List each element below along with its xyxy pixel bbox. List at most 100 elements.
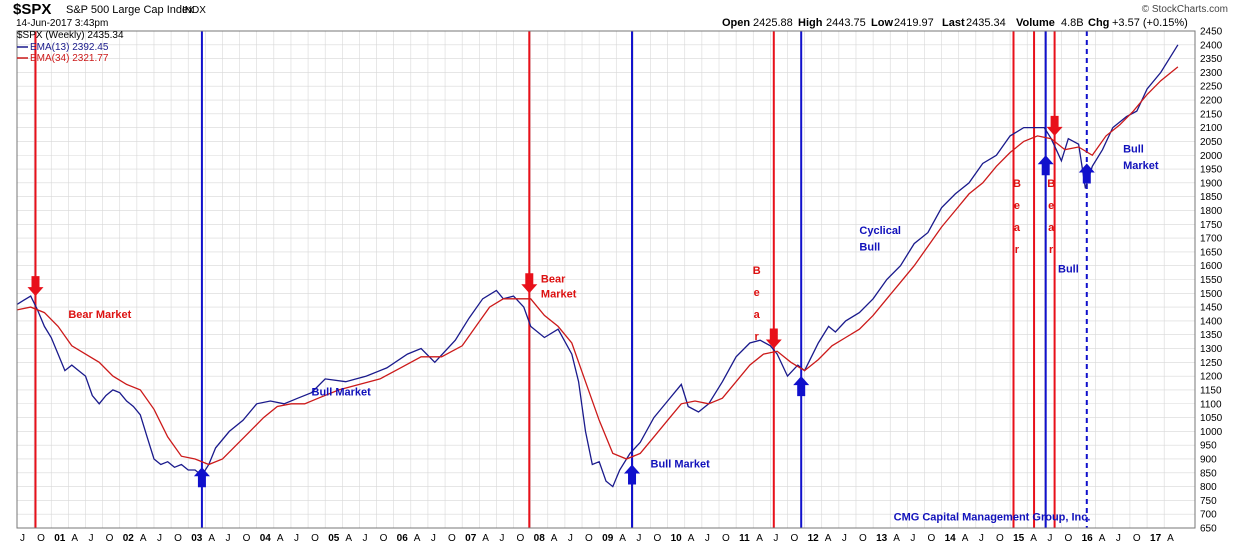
vertical-annotation-letter: B [753, 265, 761, 277]
vertical-annotation-letter: r [1015, 244, 1020, 256]
x-tick-label: O [722, 533, 730, 544]
y-tick-label: 1500 [1200, 289, 1223, 300]
y-tick-label: 1650 [1200, 247, 1223, 258]
x-tick-label: O [106, 533, 114, 544]
chart-annotation: Bull Market [651, 458, 711, 470]
legend-price: $SPX (Weekly) 2435.34 [17, 30, 124, 41]
x-tick-label: A [551, 533, 558, 544]
last-value: 2435.34 [966, 17, 1006, 29]
vertical-annotation-letter: B [1047, 178, 1055, 190]
low-label: Low [871, 17, 893, 29]
x-tick-label: A [71, 533, 78, 544]
x-tick-label: O [448, 533, 456, 544]
x-tick-label: O [380, 533, 388, 544]
x-tick-label: O [996, 533, 1004, 544]
x-tick-label: J [1047, 533, 1052, 544]
x-tick-label: A [619, 533, 626, 544]
x-tick-label: 02 [123, 533, 135, 544]
chart-annotation: Bull [1058, 264, 1079, 276]
chg-value: +3.57 (+0.15%) [1112, 17, 1188, 29]
x-tick-label: A [140, 533, 147, 544]
open-value: 2425.88 [753, 17, 793, 29]
x-tick-label: 17 [1150, 533, 1162, 544]
y-tick-label: 1450 [1200, 303, 1223, 314]
chart-annotation: Market [1123, 160, 1159, 172]
x-tick-label: O [174, 533, 182, 544]
last-label: Last [942, 17, 965, 29]
high-label: High [798, 17, 823, 29]
x-tick-label: J [842, 533, 847, 544]
plot-frame [16, 30, 1196, 529]
x-tick-label: J [431, 533, 436, 544]
y-tick-label: 1100 [1200, 399, 1222, 410]
y-tick-label: 2450 [1200, 27, 1223, 38]
y-tick-label: 2350 [1200, 54, 1223, 65]
x-tick-label: A [208, 533, 215, 544]
x-tick-label: 06 [397, 533, 409, 544]
y-tick-label: 1250 [1200, 358, 1223, 369]
y-tick-label: 1350 [1200, 330, 1223, 341]
x-tick-label: A [414, 533, 421, 544]
x-tick-label: 14 [945, 533, 957, 544]
y-tick-label: 2400 [1200, 40, 1223, 51]
x-tick-label: 04 [260, 533, 272, 544]
y-tick-label: 1050 [1200, 413, 1223, 424]
x-tick-label: J [568, 533, 573, 544]
x-tick-label: O [859, 533, 867, 544]
event-lines [34, 31, 1088, 528]
x-tick-label: J [157, 533, 162, 544]
x-tick-label: O [1064, 533, 1072, 544]
y-tick-label: 650 [1200, 524, 1217, 535]
bear-arrow-down [521, 273, 538, 294]
x-tick-label: 01 [54, 533, 66, 544]
vertical-annotation-letter: e [1014, 200, 1020, 212]
y-tick-label: 1150 [1200, 385, 1222, 396]
x-tick-label: A [688, 533, 695, 544]
x-tick-label: A [1099, 533, 1106, 544]
y-tick-label: 1550 [1200, 275, 1223, 286]
x-tick-label: O [517, 533, 525, 544]
stockcharts-watermark: © StockCharts.com [1142, 4, 1228, 15]
x-tick-label: J [225, 533, 230, 544]
y-tick-label: 750 [1200, 496, 1217, 507]
x-tick-label: J [705, 533, 710, 544]
bear-arrow-down [27, 276, 44, 297]
low-value: 2419.97 [894, 17, 934, 29]
x-tick-label: 03 [191, 533, 203, 544]
axes: 6507007508008509009501000105011001150120… [16, 27, 1223, 544]
series-line [16, 66, 1179, 466]
x-tick-label: J [499, 533, 504, 544]
vertical-annotation-letter: a [754, 309, 761, 321]
x-tick-label: 16 [1082, 533, 1094, 544]
x-tick-label: O [927, 533, 935, 544]
bull-arrow-up [1037, 155, 1054, 176]
grid-layer [16, 30, 1195, 529]
x-tick-label: O [790, 533, 798, 544]
y-tick-label: 1200 [1200, 372, 1223, 383]
bull-arrow-up [793, 376, 810, 397]
x-tick-label: A [482, 533, 489, 544]
series-layer [16, 44, 1179, 488]
chart-annotation: Cyclical [859, 225, 901, 237]
x-tick-label: A [277, 533, 284, 544]
x-tick-label: A [1167, 533, 1174, 544]
x-tick-label: O [585, 533, 593, 544]
x-tick-label: O [311, 533, 319, 544]
x-tick-label: 05 [328, 533, 340, 544]
y-tick-label: 2100 [1200, 123, 1223, 134]
y-tick-label: 800 [1200, 482, 1217, 493]
x-tick-label: A [825, 533, 832, 544]
y-tick-label: 2050 [1200, 137, 1223, 148]
y-tick-label: 1000 [1200, 427, 1223, 438]
chart-annotation: Bull [859, 242, 880, 254]
x-tick-label: J [20, 533, 25, 544]
index-name: S&P 500 Large Cap Index [66, 4, 194, 16]
chart-annotation: Market [541, 288, 577, 300]
chart-annotation: Bull Market [312, 386, 372, 398]
x-tick-label: A [893, 533, 900, 544]
bull-arrow-up [1078, 163, 1095, 184]
bull-arrow-up [193, 467, 210, 488]
x-tick-label: 11 [739, 533, 750, 544]
high-value: 2443.75 [826, 17, 866, 29]
